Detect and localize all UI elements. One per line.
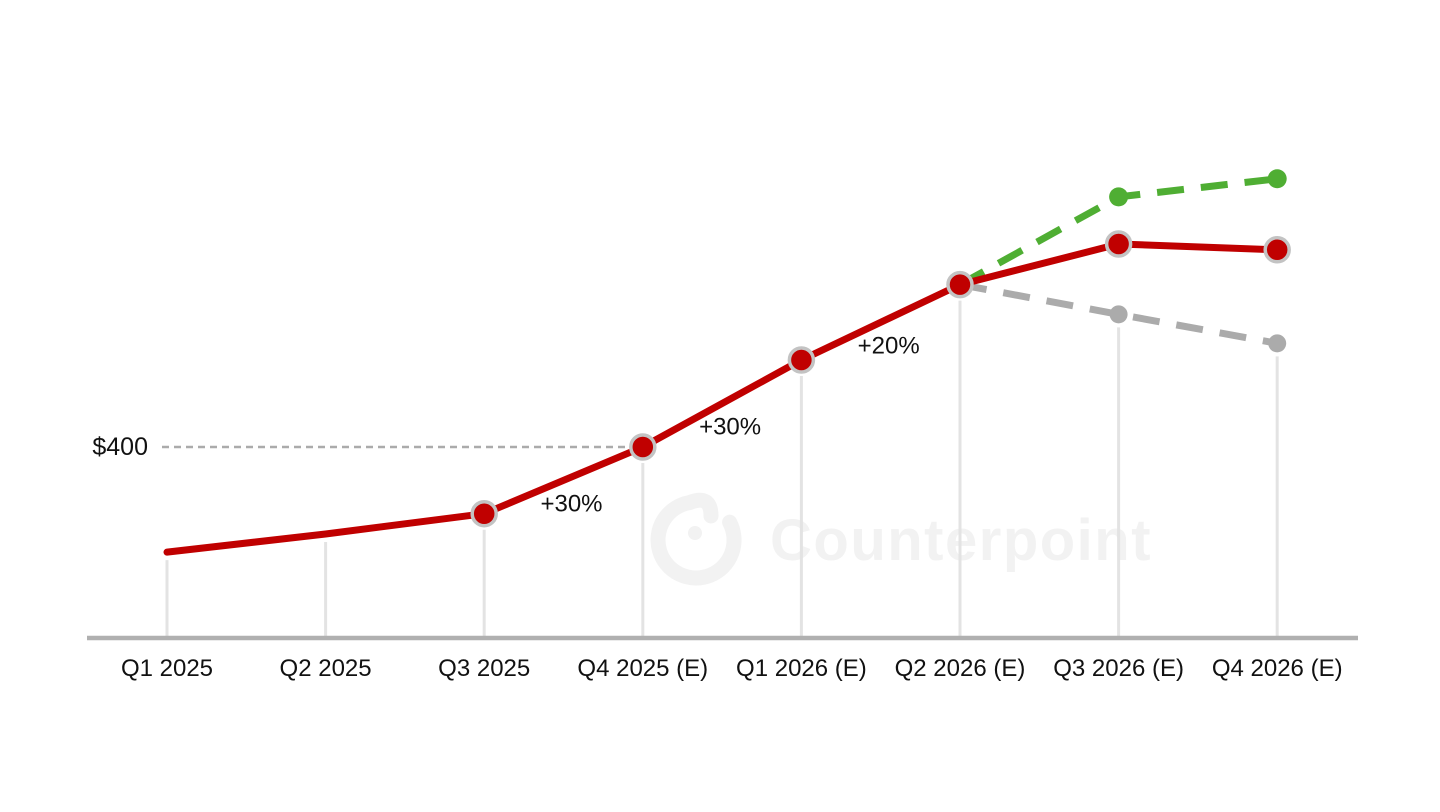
- scenario-dots: [1109, 169, 1287, 353]
- base-marker: [1104, 230, 1133, 258]
- drop-lines: [165, 300, 1279, 636]
- base-marker: [629, 433, 657, 461]
- reference-line: $400: [92, 433, 628, 461]
- upside-dot: [1267, 169, 1287, 189]
- growth-annotations: +30% +30% +20%: [540, 332, 919, 517]
- x-axis-label: Q1 2025: [121, 655, 213, 682]
- x-axis-label: Q1 2026 (E): [736, 655, 867, 682]
- x-axis-label: Q2 2026 (E): [895, 655, 1026, 682]
- watermark: Counterpoint: [650, 492, 1151, 586]
- base-marker: [470, 499, 498, 528]
- growth-annotation: +20%: [858, 332, 920, 359]
- base-markers: [470, 230, 1291, 528]
- upside-dot: [1109, 187, 1129, 207]
- downside-dot: [1268, 334, 1287, 353]
- base-marker: [1263, 236, 1291, 264]
- x-axis-label: Q3 2026 (E): [1053, 655, 1184, 682]
- x-axis-label: Q2 2025: [280, 655, 372, 682]
- x-axis-label: Q4 2026 (E): [1212, 655, 1343, 682]
- base-marker: [787, 346, 816, 374]
- base-price-line: [163, 240, 1281, 556]
- downside-scenario-line: [959, 281, 1278, 347]
- x-axis-label: Q3 2025: [438, 655, 530, 682]
- counterpoint-logo-icon: [650, 492, 742, 586]
- x-axis-label: Q4 2025 (E): [577, 655, 708, 682]
- counterpoint-logo-dot: [688, 526, 702, 540]
- base-marker: [946, 270, 974, 299]
- reference-label: $400: [92, 433, 148, 461]
- growth-annotation: +30%: [699, 414, 761, 441]
- growth-annotation: +30%: [540, 490, 602, 517]
- downside-dot: [1109, 305, 1128, 324]
- x-axis-labels: Q1 2025 Q2 2025 Q3 2025 Q4 2025 (E) Q1 2026 …: [121, 655, 1343, 682]
